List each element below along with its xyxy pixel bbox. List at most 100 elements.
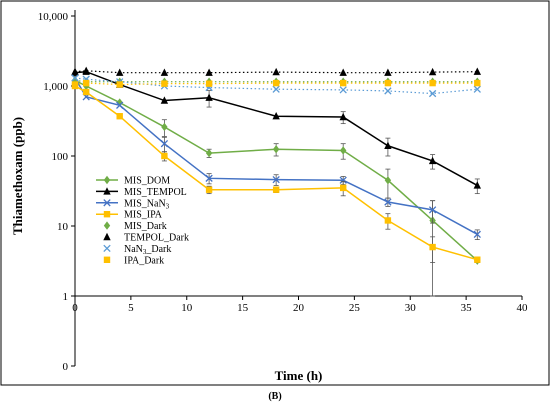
data-point	[272, 175, 280, 184]
x-tick-label: 25	[349, 302, 361, 314]
x-tick-label: 15	[237, 302, 249, 314]
data-point	[384, 79, 392, 87]
x-tick-label: 40	[517, 302, 529, 314]
legend-swatch-marker	[103, 221, 111, 230]
series-line	[74, 82, 478, 86]
legend-swatch-marker	[103, 187, 111, 195]
legend-label: IPA_Dark	[124, 255, 164, 266]
data-point	[340, 146, 347, 155]
data-point	[71, 81, 79, 88]
y-tick-label: 0	[63, 361, 69, 373]
y-tick-label: 100	[52, 151, 69, 163]
legend-swatch-marker	[103, 244, 111, 253]
data-point	[205, 174, 213, 182]
series-line	[74, 70, 478, 187]
y-tick-label: 1,000	[43, 81, 68, 93]
data-point	[160, 140, 169, 148]
data-point	[384, 68, 392, 76]
data-point	[205, 148, 213, 158]
series-mis-tempol	[71, 67, 481, 195]
legend-label: MIS_DOM	[124, 176, 170, 187]
legend-swatch-marker	[103, 175, 111, 185]
series-line	[74, 77, 478, 236]
legend-swatch-marker	[103, 211, 111, 218]
data-point	[272, 112, 280, 120]
data-point	[161, 152, 168, 160]
plot-area: 0 5 10 15 20 25 30 35 40 1 10 100 1,000 10,000 0	[38, 10, 528, 373]
legend-label: NaN3_Dark	[124, 244, 171, 256]
x-axis-title: Time (h)	[275, 368, 323, 383]
data-point	[71, 67, 79, 75]
data-point	[474, 79, 481, 87]
data-point	[272, 85, 280, 93]
data-point	[205, 186, 213, 193]
data-point	[161, 122, 168, 132]
data-point	[205, 80, 213, 87]
panel-label: (B)	[268, 391, 281, 402]
legend-label: MIS_Dark	[124, 221, 167, 232]
data-point	[205, 68, 213, 76]
legend-item: MIS_TEMPOL	[96, 187, 187, 198]
y-tick-label: 1	[63, 291, 69, 303]
x-tick-label: 10	[181, 302, 193, 314]
data-point	[428, 67, 437, 76]
data-point	[116, 68, 124, 76]
data-point	[205, 93, 213, 101]
data-point	[474, 256, 481, 263]
data-point	[428, 156, 437, 165]
data-point	[473, 85, 481, 93]
data-point	[429, 243, 436, 251]
data-point	[428, 89, 437, 98]
data-point	[473, 230, 481, 239]
x-tick-label: 5	[128, 302, 134, 314]
data-point	[116, 113, 123, 120]
data-point	[82, 88, 90, 96]
data-point	[429, 79, 436, 87]
data-point	[428, 206, 437, 214]
legend-label: TEMPOL_Dark	[124, 233, 189, 244]
series-line	[74, 70, 478, 74]
x-tick-label: 0	[72, 302, 78, 314]
data-point	[384, 141, 392, 149]
legend-item: MIS_IPA	[96, 210, 163, 221]
data-point	[339, 68, 347, 76]
legend-label: MIS_TEMPOL	[124, 187, 187, 198]
data-point	[272, 67, 280, 76]
data-point	[160, 68, 169, 76]
legend-swatch-marker	[103, 232, 111, 241]
data-point	[384, 87, 392, 95]
data-point	[272, 79, 280, 87]
data-point	[340, 79, 347, 87]
y-axis-title: Thiamethoxam (ppb)	[10, 117, 25, 235]
legend-item: MIS_NaN3	[96, 198, 170, 210]
legend-item: TEMPOL_Dark	[103, 233, 189, 244]
series-mis-nan3	[71, 74, 481, 240]
data-point	[272, 186, 280, 193]
series-tempol-dark	[71, 66, 481, 76]
series-line	[74, 79, 478, 262]
data-point	[473, 67, 481, 75]
legend-item: IPA_Dark	[103, 255, 164, 266]
x-tick-label: 20	[293, 302, 305, 314]
legend-item: MIS_DOM	[96, 176, 170, 187]
series-line	[74, 79, 478, 83]
legend-label: MIS_NaN3	[124, 198, 170, 210]
legend-item: MIS_Dark	[103, 221, 167, 232]
series-line	[74, 85, 478, 261]
y-tick-label: 10	[57, 221, 69, 233]
legend-swatch-marker	[103, 199, 111, 207]
series-line	[74, 77, 478, 95]
data-point	[161, 80, 168, 87]
data-point	[82, 79, 90, 87]
legend-label: MIS_IPA	[124, 210, 163, 221]
data-point	[339, 86, 347, 94]
data-point	[82, 66, 90, 74]
data-point	[116, 81, 123, 88]
data-point	[473, 181, 481, 189]
data-point	[384, 176, 392, 185]
series-ipa-dark	[71, 79, 481, 88]
data-point	[384, 198, 392, 206]
legend-swatch-marker	[103, 256, 111, 263]
legend-item: NaN3_Dark	[103, 244, 171, 256]
